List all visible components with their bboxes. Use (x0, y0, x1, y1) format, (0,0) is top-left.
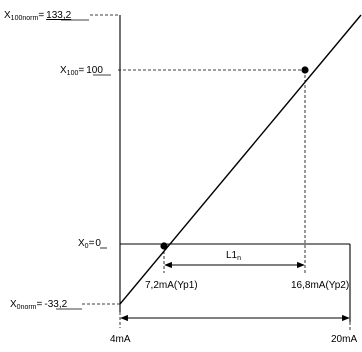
x100norm-label: X100norm= 133,2 (4, 10, 72, 22)
4ma-label: 4mA (110, 334, 131, 345)
l1-label: L1n (226, 250, 241, 262)
x0-label: X0=0 (78, 238, 101, 250)
point-yp2 (301, 66, 309, 74)
yp1-label: 7,2mA(Yp1) (145, 280, 198, 291)
x0norm-label: X0norm= -33,2 (10, 299, 68, 311)
yp2-label: 16,8mA(Yp2) (291, 280, 349, 291)
point-yp1 (160, 242, 168, 250)
20ma-label: 20mA (331, 334, 357, 345)
x100-label: X100= 100 (60, 65, 103, 77)
characteristic-line (119, 14, 362, 305)
